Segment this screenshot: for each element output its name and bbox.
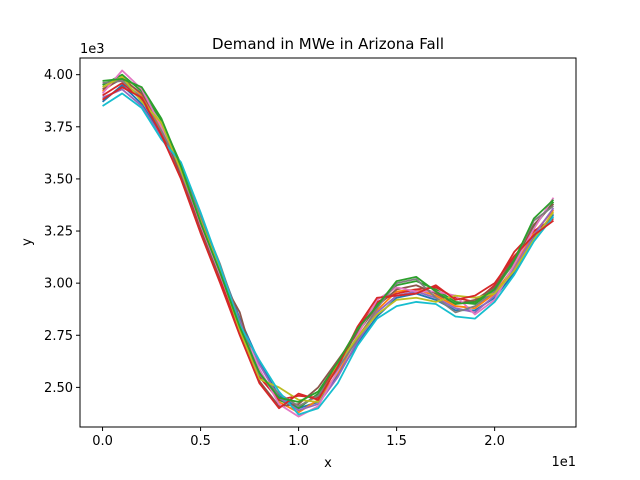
y-tick-label: 3.25 bbox=[44, 225, 73, 240]
y-tick-label: 3.75 bbox=[44, 120, 73, 135]
y-tick-label: 2.75 bbox=[44, 329, 73, 344]
x-tick-label: 1.0 bbox=[288, 434, 309, 449]
x-axis-label: x bbox=[324, 456, 332, 471]
plot-area: 0.0 0.5 1.0 1.5 2.0 2.50 2.75 3.00 3.25 3.50 3.75 4… bbox=[44, 57, 577, 449]
series-line-11 bbox=[102, 86, 554, 410]
chart-title: Demand in MWe in Arizona Fall bbox=[212, 35, 444, 53]
y-tick-label: 4.00 bbox=[44, 68, 73, 83]
series-line-12 bbox=[102, 77, 555, 403]
axes-frame bbox=[79, 57, 577, 428]
y-tick-label: 2.50 bbox=[44, 381, 73, 396]
x-tick-label: 0.5 bbox=[190, 434, 211, 449]
x-offset-text: 1e1 bbox=[551, 455, 576, 470]
y-axis-label: y bbox=[20, 238, 35, 246]
y-offset-text: 1e3 bbox=[80, 42, 105, 57]
x-tick-label: 0.0 bbox=[92, 434, 113, 449]
x-tick-label: 2.0 bbox=[484, 434, 505, 449]
y-tick-label: 3.50 bbox=[44, 172, 73, 187]
y-tick-label: 3.00 bbox=[44, 277, 73, 292]
x-tick-label: 1.5 bbox=[386, 434, 407, 449]
